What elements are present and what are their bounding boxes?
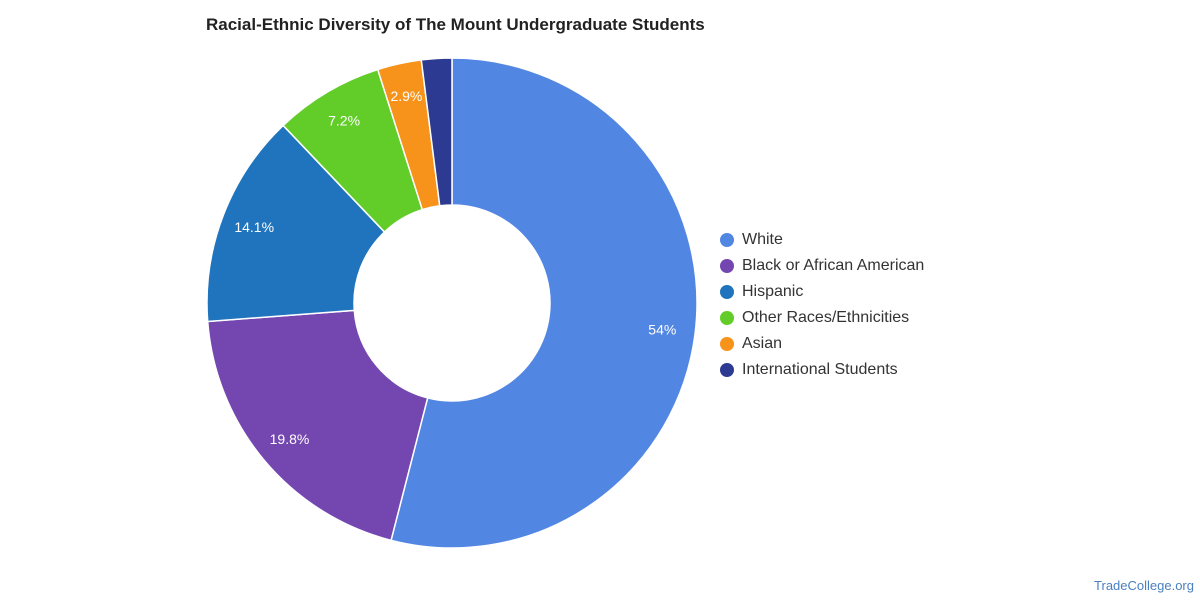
source-credit-link[interactable]: TradeCollege.org — [1094, 578, 1194, 593]
legend-swatch-icon — [720, 259, 734, 273]
donut-slice-5[interactable] — [420, 57, 453, 207]
legend-item-2[interactable]: Hispanic — [720, 279, 924, 305]
legend-label: Asian — [742, 335, 783, 352]
chart-legend: White Black or African American Hispanic Ot… — [720, 227, 924, 383]
donut-slices — [206, 57, 698, 549]
slice-value-label-1: 19.8% — [270, 431, 310, 447]
legend-item-5[interactable]: International Students — [720, 357, 924, 383]
legend-label: International Students — [742, 361, 898, 378]
legend-swatch-icon — [720, 363, 734, 377]
donut-slice-0[interactable] — [390, 57, 698, 549]
legend-swatch-icon — [720, 311, 734, 325]
chart-title: Racial-Ethnic Diversity of The Mount Und… — [206, 15, 705, 34]
slice-value-label-4: 2.9% — [390, 88, 422, 104]
donut-slice-1[interactable] — [206, 309, 429, 542]
legend-label: Black or African American — [742, 257, 925, 274]
legend-label: Other Races/Ethnicities — [742, 309, 910, 326]
slice-value-label-2: 14.1% — [234, 219, 274, 235]
legend-label: Hispanic — [742, 283, 804, 300]
legend-swatch-icon — [720, 285, 734, 299]
slice-value-label-3: 7.2% — [328, 113, 360, 129]
legend-item-3[interactable]: Other Races/Ethnicities — [720, 305, 924, 331]
legend-swatch-icon — [720, 233, 734, 247]
donut-slice-2[interactable] — [206, 124, 386, 323]
legend-item-4[interactable]: Asian — [720, 331, 924, 357]
legend-label: White — [742, 231, 783, 248]
legend-item-1[interactable]: Black or African American — [720, 253, 924, 279]
legend-item-0[interactable]: White — [720, 227, 924, 253]
slice-value-label-0: 54% — [648, 322, 676, 338]
legend-swatch-icon — [720, 337, 734, 351]
donut-slice-labels: 54% 19.8% 14.1% 7.2% 2.9% — [234, 88, 676, 447]
